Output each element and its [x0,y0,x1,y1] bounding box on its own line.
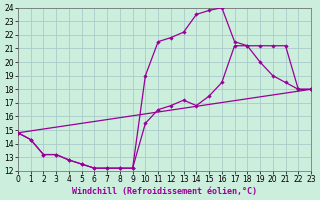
X-axis label: Windchill (Refroidissement éolien,°C): Windchill (Refroidissement éolien,°C) [72,187,257,196]
